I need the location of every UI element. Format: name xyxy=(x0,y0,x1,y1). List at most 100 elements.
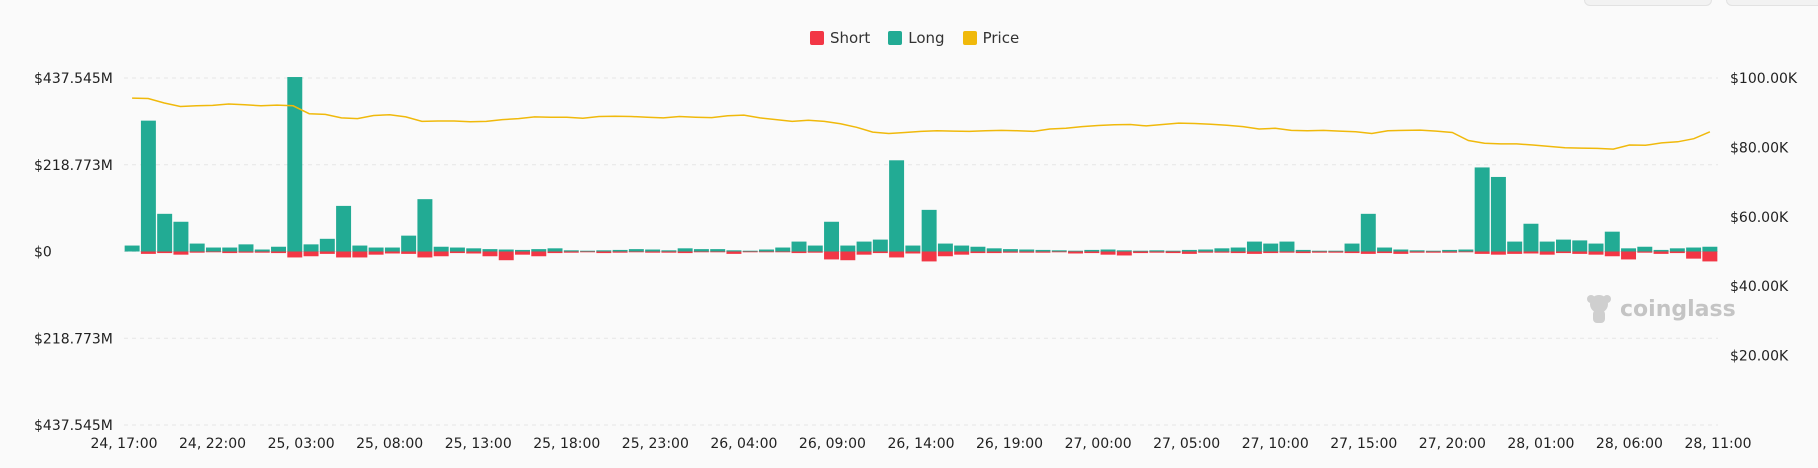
long-bar[interactable] xyxy=(628,249,644,252)
price-line-layer[interactable] xyxy=(132,97,1711,150)
short-bar[interactable] xyxy=(1669,251,1685,254)
long-bar[interactable] xyxy=(515,249,530,252)
long-bar[interactable] xyxy=(1393,249,1409,252)
top-right-tab-1[interactable] xyxy=(1584,0,1712,6)
short-bar[interactable] xyxy=(498,251,514,261)
short-bar[interactable] xyxy=(222,251,238,254)
long-bar[interactable] xyxy=(1084,249,1100,252)
short-bar[interactable] xyxy=(889,251,905,258)
long-bar[interactable] xyxy=(238,244,254,252)
short-bar[interactable] xyxy=(791,251,807,254)
long-bar[interactable] xyxy=(612,249,628,252)
long-bar[interactable] xyxy=(303,244,319,252)
short-bar[interactable] xyxy=(1474,251,1490,254)
long-bar[interactable] xyxy=(1002,249,1018,252)
short-bar[interactable] xyxy=(661,251,677,253)
short-bar[interactable] xyxy=(872,251,888,254)
long-bar[interactable] xyxy=(693,249,709,252)
short-bar[interactable] xyxy=(1312,251,1327,253)
short-bar[interactable] xyxy=(157,251,173,254)
long-bar[interactable] xyxy=(1230,247,1246,252)
long-bar[interactable] xyxy=(1686,247,1702,252)
bars-layer[interactable] xyxy=(124,77,1718,262)
long-bar[interactable] xyxy=(710,249,726,252)
short-bar[interactable] xyxy=(1344,251,1360,254)
long-bar[interactable] xyxy=(482,249,498,252)
long-bar[interactable] xyxy=(1507,241,1523,252)
short-bar[interactable] xyxy=(1019,251,1035,253)
short-bar[interactable] xyxy=(401,251,417,254)
long-bar[interactable] xyxy=(954,245,970,252)
long-bar[interactable] xyxy=(840,245,856,252)
short-bar[interactable] xyxy=(1116,251,1132,256)
long-bar[interactable] xyxy=(1133,250,1149,252)
long-bar[interactable] xyxy=(824,221,840,252)
short-bar[interactable] xyxy=(1230,251,1246,254)
short-bar[interactable] xyxy=(547,251,563,254)
top-right-tab-2[interactable] xyxy=(1726,0,1818,6)
short-bar[interactable] xyxy=(1360,251,1376,254)
short-bar[interactable] xyxy=(1133,251,1149,254)
short-bar[interactable] xyxy=(710,251,726,253)
short-bar[interactable] xyxy=(970,251,986,254)
short-bar[interactable] xyxy=(742,251,758,253)
short-bar[interactable] xyxy=(449,251,465,254)
short-bar[interactable] xyxy=(856,251,872,255)
long-bar[interactable] xyxy=(189,243,205,252)
long-bar[interactable] xyxy=(580,250,596,252)
short-bar[interactable] xyxy=(482,251,498,257)
short-bar[interactable] xyxy=(1246,251,1262,254)
short-bar[interactable] xyxy=(1604,251,1620,257)
long-bar[interactable] xyxy=(1360,213,1376,252)
long-bar[interactable] xyxy=(1263,243,1279,252)
long-bar[interactable] xyxy=(1019,249,1035,252)
short-bar[interactable] xyxy=(1214,251,1230,253)
long-bar[interactable] xyxy=(352,245,368,252)
short-bar[interactable] xyxy=(1295,251,1311,254)
long-bar[interactable] xyxy=(1604,231,1620,252)
long-bar[interactable] xyxy=(1279,241,1295,252)
short-bar[interactable] xyxy=(1165,251,1181,254)
short-bar[interactable] xyxy=(628,251,644,253)
short-bar[interactable] xyxy=(336,251,352,258)
short-bar[interactable] xyxy=(1458,251,1474,253)
short-bar[interactable] xyxy=(1328,251,1344,253)
long-bar[interactable] xyxy=(1116,250,1132,252)
long-bar[interactable] xyxy=(1344,243,1360,252)
short-bar[interactable] xyxy=(1702,251,1718,262)
long-bar[interactable] xyxy=(856,241,872,252)
short-bar[interactable] xyxy=(1084,251,1100,254)
long-bar[interactable] xyxy=(775,247,791,252)
short-bar[interactable] xyxy=(319,251,335,254)
short-bar[interactable] xyxy=(1263,251,1279,254)
long-bar[interactable] xyxy=(1328,250,1344,252)
long-bar[interactable] xyxy=(1295,249,1311,252)
long-bar[interactable] xyxy=(1702,246,1718,252)
short-bar[interactable] xyxy=(726,251,742,254)
long-bar[interactable] xyxy=(1490,176,1506,252)
long-bar[interactable] xyxy=(1051,250,1067,252)
long-bar[interactable] xyxy=(254,249,270,252)
short-bar[interactable] xyxy=(1572,251,1588,254)
long-bar[interactable] xyxy=(1246,241,1262,252)
short-bar[interactable] xyxy=(531,251,547,257)
short-bar[interactable] xyxy=(1409,251,1425,253)
legend-item-long[interactable]: Long xyxy=(888,29,945,47)
long-bar[interactable] xyxy=(1637,246,1653,252)
short-bar[interactable] xyxy=(596,251,612,254)
long-bar[interactable] xyxy=(1474,167,1490,252)
short-bar[interactable] xyxy=(1181,251,1197,254)
long-bar[interactable] xyxy=(1523,223,1539,252)
long-bar[interactable] xyxy=(1181,249,1197,252)
short-bar[interactable] xyxy=(1198,251,1214,253)
long-bar[interactable] xyxy=(1425,250,1441,252)
short-bar[interactable] xyxy=(303,251,319,257)
short-bar[interactable] xyxy=(189,251,205,253)
short-bar[interactable] xyxy=(1621,251,1637,260)
long-bar[interactable] xyxy=(1198,249,1214,252)
long-bar[interactable] xyxy=(986,248,1002,252)
short-bar[interactable] xyxy=(384,251,400,254)
long-bar[interactable] xyxy=(1621,248,1637,252)
short-bar[interactable] xyxy=(905,251,921,254)
short-bar[interactable] xyxy=(1002,251,1018,253)
